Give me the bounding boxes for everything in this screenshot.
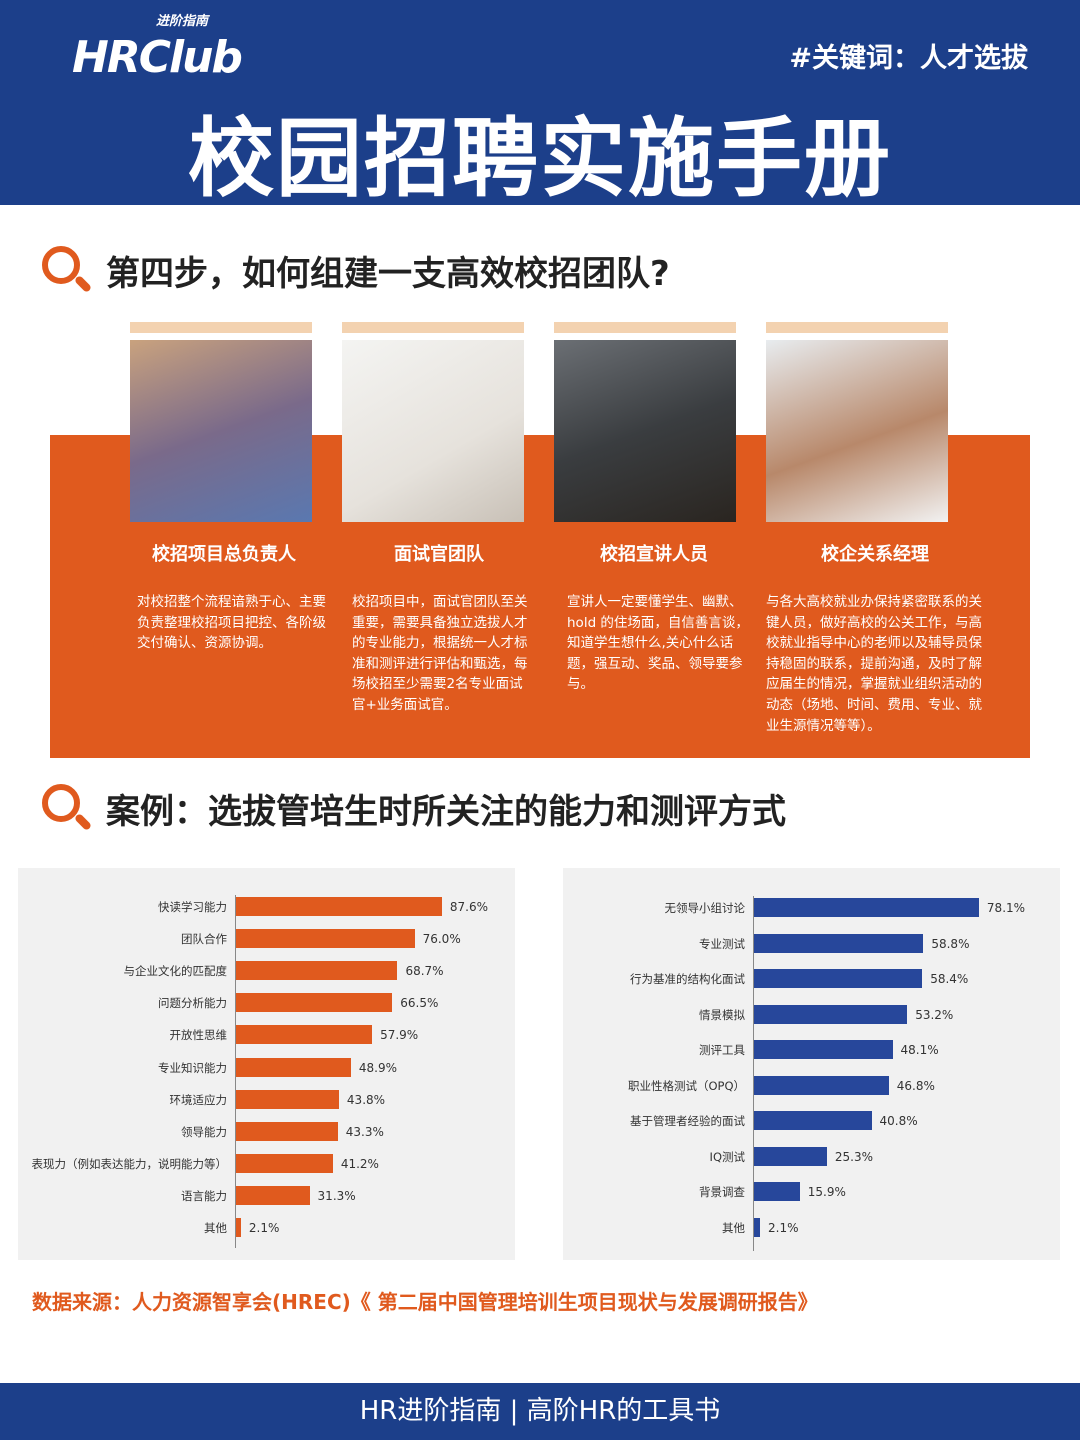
category-label: 团队合作 <box>181 932 227 947</box>
data-label: 58.8% <box>931 936 970 951</box>
bar <box>754 1004 908 1024</box>
bar <box>236 1025 373 1045</box>
category-label: 开放性思维 <box>169 1028 228 1043</box>
bar <box>236 929 415 949</box>
category-label: 职业性格测试（OPQ） <box>627 1078 745 1093</box>
keyword-tag: #关键词：人才选拔 <box>789 43 1028 74</box>
role-title: 面试官团队 <box>394 544 484 565</box>
laptop-photo <box>554 340 736 522</box>
role-desc: 校招项目中，面试官团队至关重要，需要具备独立选拔人才的专业能力，根据统一人才标准… <box>352 594 528 713</box>
data-label: 31.3% <box>317 1188 356 1203</box>
data-label: 15.9% <box>807 1185 846 1199</box>
data-label: 53.2% <box>915 1007 954 1022</box>
logo: 进阶指南 HRClub <box>72 14 243 83</box>
category-label: 背景调查 <box>699 1185 745 1199</box>
section-title-text: 案例：选拔管培生时所关注的能力和测评方式 <box>106 791 786 832</box>
data-label: 68.7% <box>405 964 444 979</box>
category-label: 情景模拟 <box>699 1007 745 1022</box>
category-label: 环境适应力 <box>169 1092 228 1107</box>
bar <box>236 993 393 1013</box>
bar <box>754 1111 872 1130</box>
bar <box>236 1089 339 1109</box>
role-desc: 对校招整个流程谙熟于心、主要负责整理校招项目把控、各阶级交付确认、资源协调。 <box>137 594 326 652</box>
data-label: 46.8% <box>896 1078 935 1093</box>
category-label: 与企业文化的匹配度 <box>123 964 228 979</box>
data-label: 43.3% <box>345 1124 384 1139</box>
category-label: 专业测试 <box>699 936 745 951</box>
bar <box>754 898 979 917</box>
photo-card <box>554 322 736 522</box>
role-title: 校招项目总负责人 <box>152 544 296 565</box>
y-axis <box>753 896 754 1251</box>
y-axis <box>235 895 236 1249</box>
data-source: 数据来源：人力资源智享会(HREC)《 第二届中国管理培训生项目现状与发展调研报… <box>32 1290 818 1314</box>
footer: HR进阶指南 | 高阶HR的工具书 <box>0 1383 1080 1440</box>
category-label: 语言能力 <box>181 1188 227 1203</box>
bar <box>236 1057 351 1077</box>
bar <box>754 1146 827 1166</box>
bar <box>754 1217 761 1237</box>
interviewer-photo <box>342 340 524 522</box>
category-label: 表现力（例如表达能力，说明能力等） <box>31 1156 228 1171</box>
data-label: 57.9% <box>380 1028 419 1043</box>
role-title: 校招宣讲人员 <box>600 544 708 565</box>
data-label: 66.5% <box>400 996 439 1011</box>
photo-card <box>130 322 312 522</box>
data-label: 48.1% <box>900 1043 939 1057</box>
section-title: 案例：选拔管培生时所关注的能力和测评方式 <box>40 782 786 834</box>
category-label: 快读学习能力 <box>158 900 227 914</box>
magnifier-icon <box>40 244 93 296</box>
data-label: 58.4% <box>930 972 969 986</box>
data-label: 78.1% <box>986 901 1026 915</box>
page-title: 校园招聘实施手册 <box>188 109 892 209</box>
category-label: 行为基准的结构化面试 <box>630 972 745 986</box>
category-label: 其他 <box>722 1220 745 1235</box>
photo-card <box>342 322 524 522</box>
data-label: 87.6% <box>449 900 488 914</box>
data-label: 48.9% <box>358 1060 398 1075</box>
bar <box>754 933 924 953</box>
bar <box>236 1121 338 1141</box>
category-label: 无领导小组讨论 <box>664 901 746 915</box>
logo-text: HRClub <box>72 32 243 83</box>
header: 进阶指南 HRClub #关键词：人才选拔 校园招聘实施手册 <box>0 0 1080 209</box>
photo-card <box>766 322 948 522</box>
section-title: 第四步，如何组建一支高效校招团队? <box>40 244 670 296</box>
bar <box>754 1182 800 1201</box>
data-label: 41.2% <box>340 1156 379 1171</box>
data-label: 2.1% <box>768 1220 799 1235</box>
bar <box>236 1185 310 1205</box>
assessment-chart: 无领导小组讨论 78.1% 专业测试 58.8% 行为基准的结构化面试 58.4% 情景模拟… <box>563 868 1060 1260</box>
bar <box>236 1153 333 1173</box>
bar <box>236 961 398 981</box>
category-label: 基于管理者经验的面试 <box>630 1114 745 1128</box>
bar <box>236 897 442 916</box>
section-title-text: 第四步，如何组建一支高效校招团队? <box>106 253 670 294</box>
abilities-chart: 快读学习能力 87.6% 团队合作 76.0% 与企业文化的匹配度 68.7% 问题分析能力… <box>18 868 515 1260</box>
bar <box>754 1075 889 1095</box>
manager-photo <box>766 340 948 522</box>
bar <box>754 969 923 988</box>
category-label: 问题分析能力 <box>158 996 227 1011</box>
bar <box>754 1040 893 1059</box>
data-label: 2.1% <box>248 1221 280 1235</box>
bar <box>236 1218 241 1237</box>
category-label: 测评工具 <box>699 1043 745 1057</box>
role-desc: 宣讲人一定要懂学生、幽默、hold 的住场面，自信善言谈， 知道学生想什么,关心… <box>567 594 749 693</box>
category-label: 专业知识能力 <box>158 1060 227 1075</box>
team-photo <box>130 340 312 522</box>
data-label: 40.8% <box>879 1114 918 1128</box>
data-label: 76.0% <box>422 932 461 947</box>
data-label: 43.8% <box>346 1092 386 1107</box>
category-label: IQ测试 <box>709 1149 745 1164</box>
category-label: 领导能力 <box>181 1124 227 1139</box>
role-desc: 与各大高校就业办保持紧密联系的关键人员，做好高校的公关工作，与高校就业指导中心的… <box>766 594 982 734</box>
category-label: 其他 <box>204 1221 227 1235</box>
logo-subtitle: 进阶指南 <box>156 14 209 29</box>
role-title: 校企关系经理 <box>821 544 929 565</box>
magnifier-icon <box>40 782 93 834</box>
data-label: 25.3% <box>834 1149 873 1164</box>
